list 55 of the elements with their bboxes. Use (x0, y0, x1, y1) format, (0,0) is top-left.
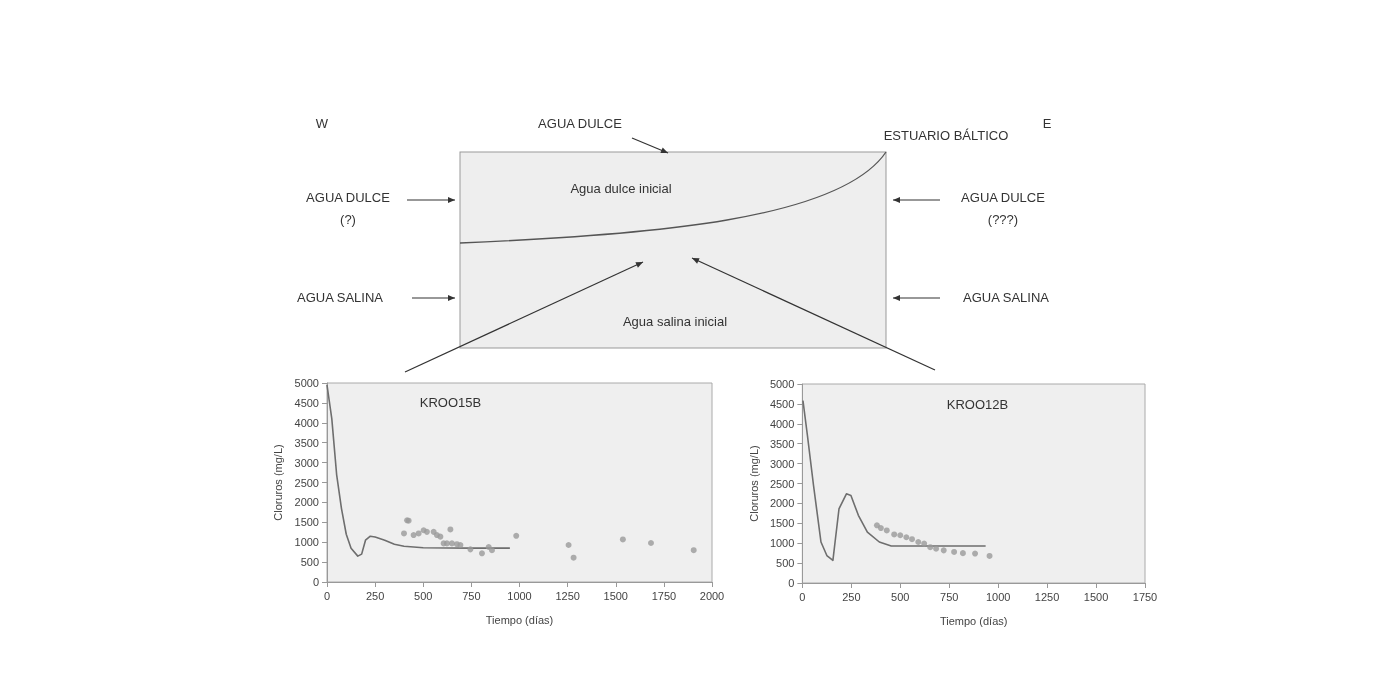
text: E (1042, 116, 1052, 131)
x-tick-label: 1000 (985, 590, 1011, 603)
x-tick-label: 1000 (507, 589, 532, 602)
y-tick-label: 4500 (769, 397, 795, 410)
y-tick-label: 1500 (769, 517, 795, 530)
text: AGUA SALINA (963, 290, 1050, 305)
y-tick-label: 4000 (769, 417, 795, 430)
x-tick-label: 250 (842, 590, 861, 603)
x-tick-label: 500 (891, 590, 910, 603)
y-tick-label: 3000 (294, 456, 319, 469)
x-axis-title: Tiempo (días) (485, 613, 554, 626)
text: Agua salina inicial (622, 314, 728, 329)
x-tick-label: 2000 (699, 589, 725, 602)
x-tick-label: 1500 (603, 589, 628, 602)
y-tick-label: 1000 (294, 536, 319, 549)
y-tick-label: 4000 (294, 416, 319, 429)
text: ESTUARIO BÁLTICO (883, 128, 1009, 143)
x-tick-label: 1500 (1083, 590, 1109, 603)
x-axis-title: Tiempo (días) (939, 614, 1008, 627)
text: Agua dulce inicial (570, 181, 672, 196)
annotation: KROO12B (946, 397, 1009, 412)
x-tick-label: 750 (940, 590, 959, 603)
y-tick-label: 500 (776, 557, 795, 570)
text: AGUA DULCE (???) (961, 190, 1046, 227)
x-tick-label: 250 (365, 589, 385, 602)
annotation: KROO15B (419, 395, 482, 410)
x-tick-label: 1750 (1132, 590, 1158, 603)
x-tick-label: 1250 (1034, 590, 1060, 603)
y-tick-label: 4500 (294, 396, 319, 409)
y-tick-label: 5000 (769, 378, 795, 390)
y-tick-label: 1000 (769, 537, 795, 550)
x-tick-label: 500 (414, 589, 433, 602)
y-axis-title: Cloruros (mg/L) (747, 445, 760, 522)
y-tick-label: 3000 (769, 457, 795, 470)
y-tick-label: 1500 (294, 516, 319, 529)
y-tick-label: 3500 (769, 437, 795, 450)
y-tick-label: 500 (300, 556, 319, 569)
text: W (315, 116, 329, 131)
y-tick-label: 5000 (294, 377, 319, 389)
text: AGUA DULCE (?) (306, 190, 391, 227)
x-tick-label: 0 (799, 590, 806, 603)
text: AGUA SALINA (297, 290, 384, 305)
y-tick-label: 2500 (294, 476, 319, 489)
y-tick-label: 2000 (769, 497, 795, 510)
x-tick-label: 1250 (555, 589, 580, 602)
text: AGUA DULCE (538, 116, 623, 131)
y-tick-label: 2500 (769, 477, 795, 490)
y-tick-label: 0 (312, 576, 319, 588)
x-tick-label: 0 (323, 589, 331, 602)
y-tick-label: 0 (788, 577, 795, 589)
x-tick-label: 750 (462, 589, 481, 602)
x-tick-label: 1750 (651, 589, 677, 602)
y-tick-label: 2000 (294, 496, 319, 509)
y-tick-label: 3500 (294, 436, 319, 449)
y-axis-title: Cloruros (mg/L) (272, 444, 285, 521)
